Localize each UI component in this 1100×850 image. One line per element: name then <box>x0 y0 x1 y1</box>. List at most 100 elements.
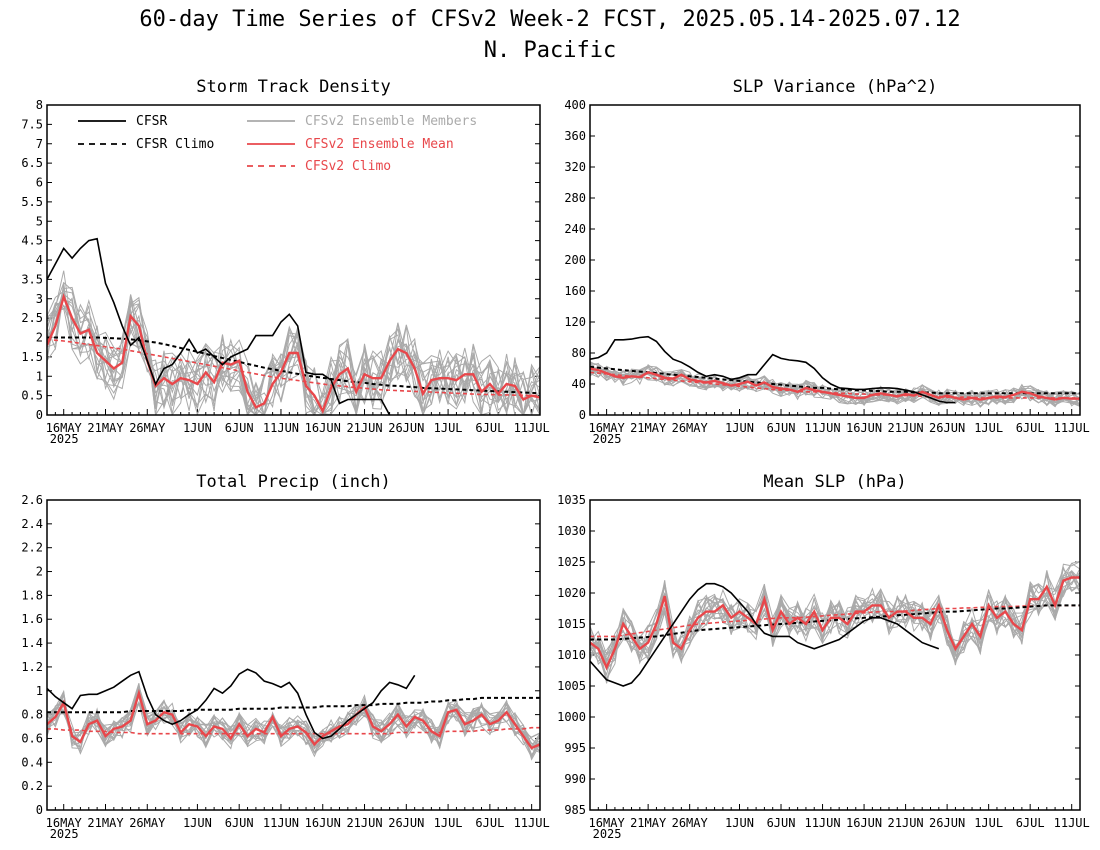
series-line-cfsv2-climo <box>47 338 540 397</box>
x-tick-label: 16JUN <box>305 816 341 830</box>
x-tick-label: 1JUN <box>725 421 754 435</box>
x-tick-label: 16MAY <box>46 421 83 435</box>
x-tick-label: 6JUL <box>1016 421 1045 435</box>
y-tick-label: 2 <box>36 565 43 579</box>
y-tick-label: 4.5 <box>21 234 43 248</box>
x-tick-label: 16MAY <box>589 816 626 830</box>
x-tick-label: 6JUN <box>225 421 254 435</box>
y-tick-label: 0.2 <box>21 779 43 793</box>
x-tick-label: 21JUN <box>888 421 924 435</box>
y-tick-label: 1 <box>36 369 43 383</box>
y-tick-label: 985 <box>564 803 586 817</box>
x-year-label: 2025 <box>50 432 79 446</box>
y-tick-label: 990 <box>564 772 586 786</box>
y-tick-label: 1.5 <box>21 350 43 364</box>
y-tick-label: 400 <box>564 98 586 112</box>
x-tick-label: 11JUN <box>804 816 840 830</box>
ensemble-member-line <box>47 296 540 415</box>
legend-label: CFSR <box>136 114 167 129</box>
x-tick-label: 1JUL <box>974 421 1003 435</box>
y-tick-label: 0 <box>579 408 586 422</box>
x-tick-label: 21JUN <box>346 421 382 435</box>
x-tick-label: 26MAY <box>672 816 709 830</box>
chart-title: Total Precip (inch) <box>196 472 390 492</box>
y-tick-label: 1025 <box>557 555 586 569</box>
x-tick-label: 11JUN <box>263 816 299 830</box>
plot-frame <box>589 104 1081 416</box>
x-tick-label: 21MAY <box>87 421 124 435</box>
series-line-cfsv2-climo <box>590 604 1080 638</box>
legend-label: CFSv2 Ensemble Mean <box>305 137 454 152</box>
series-line-cfsv2-ensemble-mean <box>590 576 1080 671</box>
y-tick-label: 0.5 <box>21 389 43 403</box>
y-tick-label: 6.5 <box>21 156 43 170</box>
plot-frame <box>46 499 541 811</box>
y-tick-label: 1.8 <box>21 588 43 602</box>
y-tick-label: 0 <box>36 408 43 422</box>
legend-label: CFSR Climo <box>136 137 214 152</box>
x-tick-label: 16JUN <box>305 421 341 435</box>
x-tick-label: 1JUL <box>974 816 1003 830</box>
y-tick-label: 1 <box>36 684 43 698</box>
plot-area <box>590 560 1080 687</box>
x-tick-label: 1JUN <box>725 816 754 830</box>
figure-subtitle: N. Pacific <box>484 38 616 63</box>
y-tick-label: 0.6 <box>21 731 43 745</box>
y-tick-label: 160 <box>564 284 586 298</box>
x-tick-label: 1JUN <box>183 421 212 435</box>
x-tick-label: 16MAY <box>589 421 626 435</box>
y-tick-label: 360 <box>564 129 586 143</box>
x-tick-label: 11JUL <box>514 816 550 830</box>
y-tick-label: 1.2 <box>21 660 43 674</box>
series-line-cfsr-climo <box>590 604 1080 641</box>
series-line-cfsr <box>47 237 391 415</box>
x-tick-label: 1JUL <box>434 816 463 830</box>
chart-title: SLP Variance (hPa^2) <box>733 77 938 97</box>
y-tick-label: 1010 <box>557 648 586 662</box>
y-tick-label: 995 <box>564 741 586 755</box>
ensemble-member-line <box>47 693 540 749</box>
y-tick-label: 3 <box>36 292 43 306</box>
chart-panel-2: Total Precip (inch) 0 0.2 0.4 0.6 0.8 1 1.2 1.4 1… <box>21 472 549 841</box>
plot-area <box>47 237 540 415</box>
y-tick-label: 280 <box>564 191 586 205</box>
series-line-cfsr <box>590 582 940 687</box>
plot-area <box>590 335 1080 408</box>
ensemble-member-line <box>47 282 540 415</box>
y-tick-label: 2.5 <box>21 311 43 325</box>
x-tick-label: 26MAY <box>129 421 166 435</box>
series-line-cfsr-climo <box>47 336 540 395</box>
plot-frame <box>589 499 1081 811</box>
x-tick-label: 6JUN <box>767 421 796 435</box>
x-tick-label: 21JUN <box>888 816 924 830</box>
x-year-label: 2025 <box>593 432 622 446</box>
y-tick-label: 1035 <box>557 493 586 507</box>
x-tick-label: 11JUN <box>263 421 299 435</box>
y-tick-label: 2.6 <box>21 493 43 507</box>
chart-title: Storm Track Density <box>196 77 390 97</box>
y-tick-label: 7 <box>36 137 43 151</box>
series-line-cfsv2-ensemble-mean <box>47 688 540 750</box>
chart-panel-3: Mean SLP (hPa) 985 990 995 1000 1005 1010 1015 1… <box>557 472 1090 841</box>
x-tick-label: 21JUN <box>346 816 382 830</box>
y-tick-label: 6 <box>36 176 43 190</box>
x-year-label: 2025 <box>593 827 622 841</box>
y-tick-label: 5.5 <box>21 195 43 209</box>
figure-title: 60-day Time Series of CFSv2 Week-2 FCST,… <box>139 7 960 32</box>
y-tick-label: 1020 <box>557 586 586 600</box>
chart-panels: Storm Track Density 0 0.5 1 1.5 2 2.5 3 3.5 4 4.5 5… <box>21 77 1089 841</box>
x-tick-label: 21MAY <box>630 816 667 830</box>
plot-frame <box>46 104 541 416</box>
y-tick-label: 200 <box>564 253 586 267</box>
legend-label: CFSv2 Climo <box>305 159 391 174</box>
series-line-cfsr <box>47 668 416 740</box>
x-tick-label: 11JUL <box>1054 816 1090 830</box>
x-tick-label: 1JUN <box>183 816 212 830</box>
y-tick-label: 1.4 <box>21 636 43 650</box>
ensemble-member-line <box>47 297 540 415</box>
series-line-cfsr <box>590 335 956 404</box>
series-line-cfsr-climo <box>590 365 1080 395</box>
x-tick-label: 11JUL <box>514 421 550 435</box>
x-tick-label: 26JUN <box>929 421 965 435</box>
